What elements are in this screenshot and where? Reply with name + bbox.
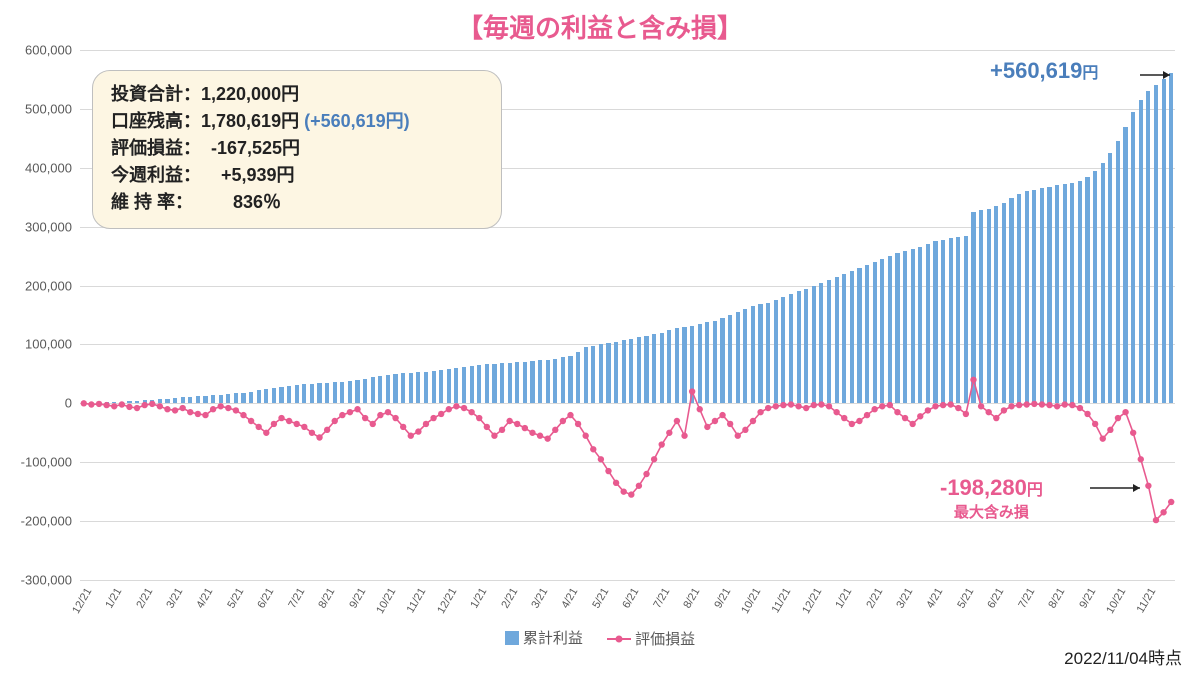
max-loss-annotation: -198,280円最大含み損 xyxy=(940,475,1043,522)
arrow-bottom xyxy=(1090,482,1148,494)
arrow-top xyxy=(1140,69,1178,81)
legend-item-bar: 累計利益 xyxy=(505,627,583,648)
y-axis: -300,000-200,000-100,0000100,000200,0003… xyxy=(0,50,78,580)
peak-profit-annotation: +560,619円 xyxy=(990,58,1098,84)
chart-title: 【毎週の利益と含み損】 xyxy=(0,0,1200,45)
plot-area: 投資合計：1,220,000円口座残高：1,780,619円 (+560,619… xyxy=(80,50,1175,580)
date-footnote: 2022/11/04時点 xyxy=(1064,644,1182,669)
summary-box: 投資合計：1,220,000円口座残高：1,780,619円 (+560,619… xyxy=(92,70,502,229)
legend: 累計利益 評価損益 xyxy=(0,627,1200,649)
legend-item-line: 評価損益 xyxy=(607,628,695,649)
